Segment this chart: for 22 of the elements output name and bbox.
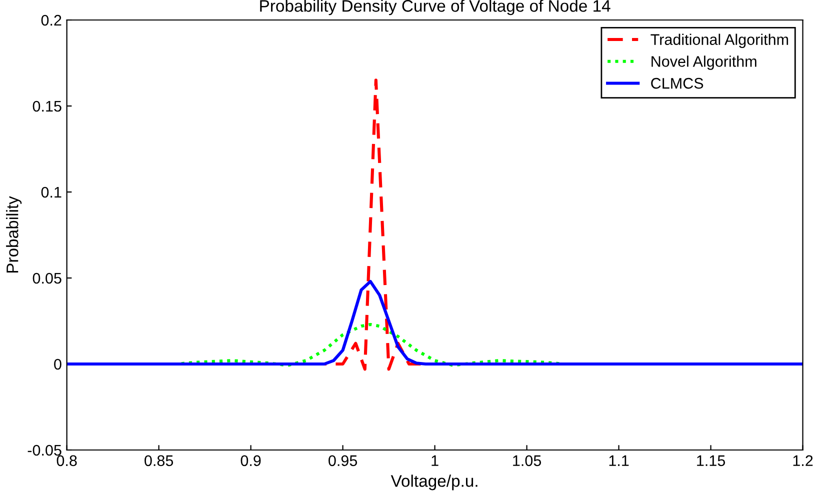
legend-label: Novel Algorithm — [652, 56, 756, 70]
x-tick-label: 1.05 — [513, 455, 542, 466]
y-tick-label: 0.05 — [32, 272, 62, 284]
x-tick-label: 0.95 — [328, 455, 358, 466]
x-axis-title: Voltage/p.u. — [390, 474, 478, 490]
x-tick-label: 0.85 — [144, 455, 174, 466]
legend-label: Traditional Algorithm — [650, 34, 788, 48]
y-axis-title: Probability — [6, 196, 22, 273]
x-tick-label: 0.8 — [56, 455, 77, 466]
line-series — [66, 280, 803, 366]
x-tick-label: 1 — [432, 455, 438, 466]
x-tick-label: 1.1 — [609, 455, 629, 466]
y-tick-label: 0.15 — [32, 100, 62, 112]
legend-label: CLMCS — [651, 78, 704, 89]
y-tick-label: 0 — [54, 358, 62, 370]
y-tick-label: -0.05 — [28, 444, 62, 456]
y-tick-label: 0.2 — [41, 14, 62, 26]
x-tick-label: 1.15 — [697, 455, 726, 466]
x-tick-label: 0.9 — [240, 455, 261, 466]
x-tick-label: 1.2 — [793, 455, 813, 466]
chart-title: Probability Density Curve of Voltage of Node 14 — [260, 0, 610, 16]
y-tick-label: 0.1 — [41, 186, 62, 198]
